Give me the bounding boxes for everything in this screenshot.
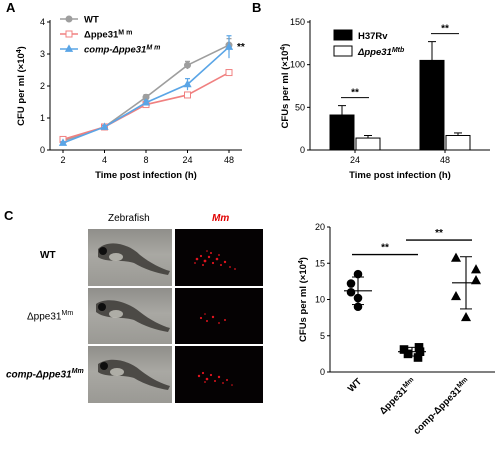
significance-label: ** xyxy=(237,42,245,53)
legend-marker xyxy=(65,30,73,38)
fluorescence-image-ppe31 xyxy=(175,288,263,344)
y-axis-label: CFUs per ml (×104) xyxy=(298,257,310,342)
legend-label: WT xyxy=(84,15,99,26)
group-0 xyxy=(344,269,372,312)
significance-label: ** xyxy=(381,243,389,254)
y-tick-label: 0 xyxy=(300,145,305,155)
legend-label: Δppe31Mtb xyxy=(357,47,405,59)
x-tick-label: 24 xyxy=(350,155,360,165)
data-point xyxy=(450,252,462,262)
x-category-label: WT xyxy=(346,376,364,394)
x-tick-label: 24 xyxy=(182,155,192,165)
brightfield-image-comp-ppe31 xyxy=(88,346,172,403)
group-2 xyxy=(450,252,482,322)
legend-marker xyxy=(64,44,74,52)
data-point xyxy=(183,79,192,88)
y-tick-label: 100 xyxy=(290,60,305,70)
legend-label: Δppe31M m xyxy=(84,29,132,41)
series-line xyxy=(62,44,230,142)
x-tick-label: 2 xyxy=(60,155,65,165)
data-point xyxy=(225,69,233,77)
panel-a-letter: A xyxy=(6,0,16,15)
panel-c-letter: C xyxy=(4,208,14,223)
zebrafish-larva-icon xyxy=(98,359,170,390)
bacteria-fluorescence-icon xyxy=(194,250,236,270)
data-point xyxy=(470,275,482,285)
y-tick-label: 5 xyxy=(320,331,325,341)
zebrafish-larva-icon xyxy=(98,243,170,275)
x-tick-label: 48 xyxy=(224,155,234,165)
data-point xyxy=(100,122,109,130)
group-1 xyxy=(398,343,426,362)
series-2 xyxy=(58,35,234,146)
y-axis-label: CFU per ml (×104) xyxy=(16,46,28,126)
bar xyxy=(419,59,445,151)
legend-label: H37Rv xyxy=(358,31,388,42)
x-tick-label: 4 xyxy=(102,155,107,165)
brightfield-image-ppe31 xyxy=(88,288,172,344)
bacteria-fluorescence-icon xyxy=(199,313,226,324)
y-tick-label: 3 xyxy=(40,49,45,59)
series-1 xyxy=(59,69,233,143)
panel-b-bar-chart: B 0 50 100 150 24 ** 48 ** Time post infection (h… xyxy=(252,0,490,181)
x-axis-label: Time post infection (h) xyxy=(349,170,451,181)
data-point xyxy=(58,138,68,146)
data-point xyxy=(450,291,462,301)
y-axis-label: CFUs per ml (×104) xyxy=(280,44,292,129)
mm-column-header: Mm xyxy=(212,213,230,224)
data-point xyxy=(413,353,423,362)
x-category-label: Δppe31Mm xyxy=(377,376,418,417)
row-label-ppe31: Δppe31Mm xyxy=(27,310,74,323)
y-tick-label: 15 xyxy=(315,258,325,268)
x-tick-label: 8 xyxy=(143,155,148,165)
fluorescence-image-comp-ppe31 xyxy=(175,346,263,403)
significance-label: ** xyxy=(351,88,359,99)
x-axis-label: Time post infection (h) xyxy=(95,170,197,181)
zebrafish-column-header: Zebrafish xyxy=(108,213,150,224)
data-point xyxy=(470,264,482,274)
x-tick-label: 48 xyxy=(440,155,450,165)
x-category-label: comp-Δppe31Mm xyxy=(411,376,472,437)
data-point xyxy=(184,91,191,99)
y-tick-label: 20 xyxy=(315,222,325,232)
y-tick-label: 50 xyxy=(295,102,305,112)
y-tick-label: 0 xyxy=(320,367,325,377)
data-point xyxy=(346,279,356,288)
significance-label: ** xyxy=(441,24,449,35)
significance-label: ** xyxy=(435,228,443,239)
y-tick-label: 150 xyxy=(290,17,305,27)
data-point xyxy=(460,312,472,322)
bar xyxy=(329,114,355,151)
brightfield-image-wt xyxy=(88,229,172,286)
y-tick-label: 10 xyxy=(315,295,325,305)
bar xyxy=(355,137,381,151)
legend-marker xyxy=(65,15,73,23)
panel-c-dot-plot: 0 5 10 15 20 CFUs per ml (×104) WT Δppe31Mmcomp… xyxy=(298,222,495,437)
y-tick-label: 1 xyxy=(40,113,45,123)
y-tick-label: 0 xyxy=(40,145,45,155)
legend-swatch xyxy=(333,29,353,41)
row-label-wt: WT xyxy=(40,250,56,261)
panel-b-letter: B xyxy=(252,0,261,15)
zebrafish-larva-icon xyxy=(96,300,170,332)
legend-swatch xyxy=(333,45,353,57)
y-tick-label: 2 xyxy=(40,81,45,91)
bar xyxy=(445,134,471,151)
data-point xyxy=(224,42,234,50)
data-point xyxy=(346,287,356,297)
data-point xyxy=(141,98,151,106)
y-tick-label: 4 xyxy=(40,17,45,27)
row-label-comp-ppe31: comp-Δppe31Mm xyxy=(6,368,84,381)
data-point xyxy=(184,61,191,69)
fluorescence-image-wt xyxy=(175,229,263,286)
bacteria-fluorescence-icon xyxy=(197,371,233,386)
legend-label: comp-Δppe31M m xyxy=(84,44,160,56)
